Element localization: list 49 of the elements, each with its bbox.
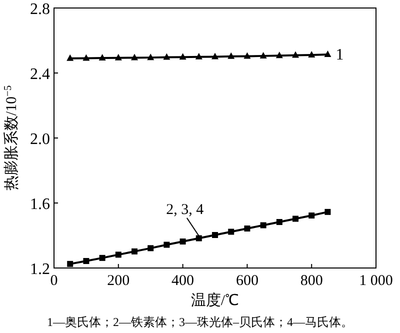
y-tick-label: 1.2 (30, 261, 50, 278)
x-tick-label: 600 (236, 273, 258, 289)
x-axis-title: 温度/℃ (190, 292, 240, 309)
point (180, 238, 186, 245)
point (115, 252, 122, 258)
point (260, 222, 266, 228)
point (163, 53, 170, 60)
point (98, 54, 106, 61)
point (292, 51, 299, 58)
point (292, 216, 298, 222)
x-tick-label: 1 000 (359, 273, 393, 289)
point (195, 52, 202, 60)
point (212, 52, 218, 60)
point (83, 258, 90, 264)
y-tick-label: 2.0 (30, 131, 50, 148)
point (324, 50, 332, 57)
point (82, 54, 90, 61)
point (308, 212, 315, 219)
x-tick-label: 200 (107, 273, 130, 289)
point (244, 52, 251, 59)
point (308, 50, 316, 58)
point (132, 248, 138, 254)
x-tick-label: 400 (172, 273, 194, 289)
point (114, 54, 122, 60)
point (228, 52, 235, 59)
x-tick-label: 0 (50, 273, 58, 289)
x-tick-label: 800 (300, 273, 323, 289)
point (244, 226, 250, 232)
y-tick-label: 1.6 (30, 196, 50, 213)
point (99, 254, 106, 261)
point (148, 245, 154, 252)
point (67, 260, 74, 267)
point (276, 52, 283, 58)
point (66, 54, 74, 61)
point (324, 208, 331, 215)
series-label: 1 (336, 46, 344, 64)
text: 1—奥氏体；2—铁素体；3—珠光体–贝氏体；4—马氏体。 (47, 315, 353, 329)
point (131, 54, 138, 60)
point (196, 235, 202, 242)
point (212, 232, 218, 238)
point (260, 52, 267, 58)
point (179, 53, 186, 60)
annotation: 2, 3, 4 (166, 202, 204, 218)
point (276, 219, 282, 226)
point (228, 228, 234, 235)
y-tick-label: 2.4 (30, 66, 50, 83)
point (164, 242, 170, 248)
point (147, 54, 154, 60)
y-tick-label: 2.8 (30, 1, 50, 18)
